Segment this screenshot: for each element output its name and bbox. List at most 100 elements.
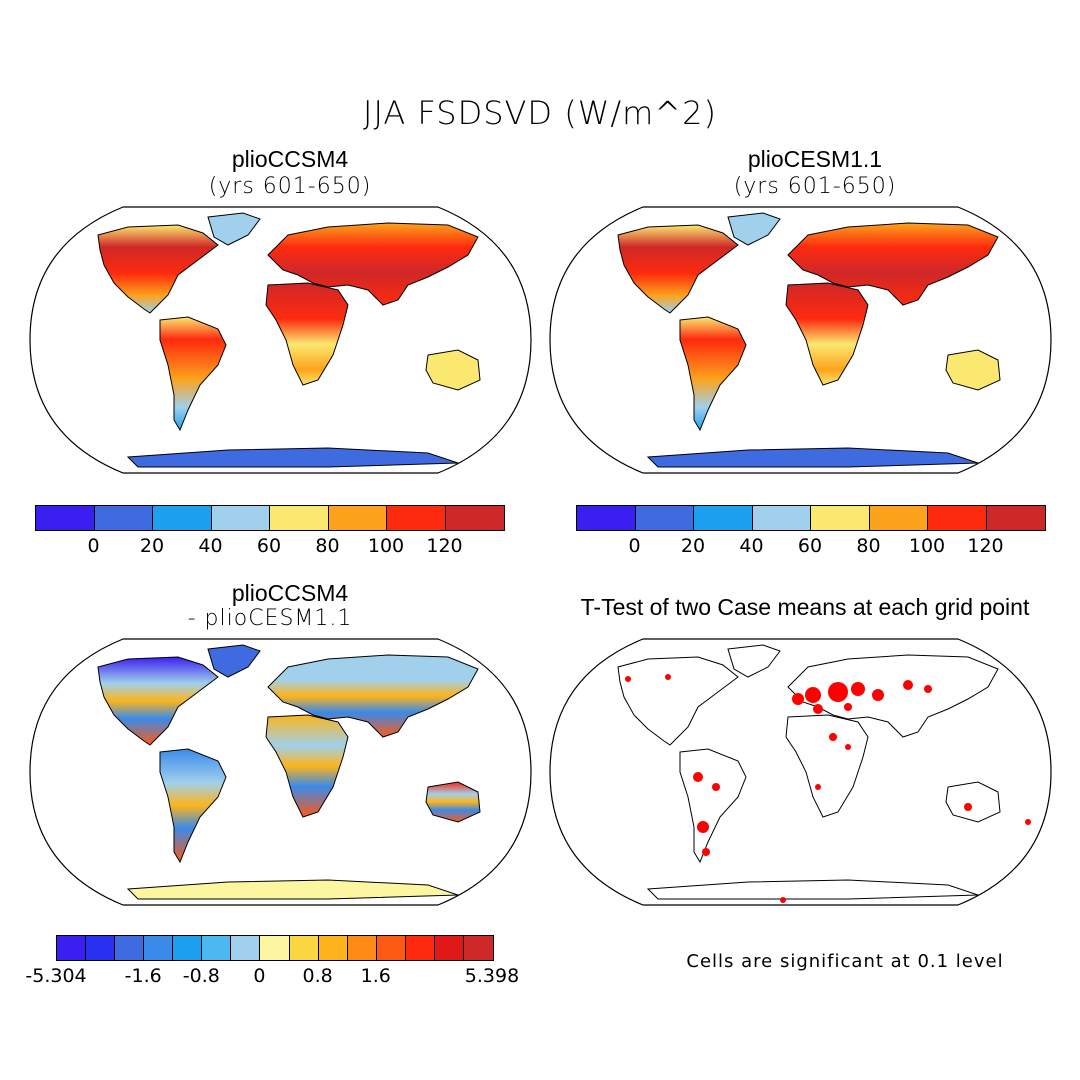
colorbar-swatch [445, 506, 504, 530]
figure-title: JJA FSDSVD (W/m^2) [363, 94, 717, 132]
landmass-greenland [207, 212, 261, 246]
map-frame [29, 206, 532, 474]
colorbar-top-left [35, 505, 505, 531]
colorbar-top-right [576, 505, 1046, 531]
landmass-greenland [727, 644, 781, 678]
colorbar-swatch [202, 936, 232, 960]
colorbar-swatch [231, 936, 261, 960]
landmass-greenland [727, 212, 781, 246]
colorbar-swatch [694, 506, 753, 530]
colorbar-swatch [328, 506, 387, 530]
colorbar-swatch [86, 936, 116, 960]
landmass-australia [425, 349, 481, 391]
landmass-north-america [97, 656, 219, 746]
colorbar-swatch [463, 936, 493, 960]
significant-cell [1025, 819, 1031, 825]
colorbar-tick-label: 20 [139, 535, 165, 557]
colorbar-tick-label: 100 [367, 535, 405, 557]
colorbar-tick-label: 120 [426, 535, 463, 557]
colorbar-bottom-left [56, 935, 494, 961]
colorbar-tick-label: 40 [198, 535, 223, 557]
colorbar-tick-label: -1.6 [124, 965, 162, 987]
colorbar-tick-label: 60 [797, 535, 823, 557]
significant-cell [625, 676, 631, 682]
colorbar-tick-label: 20 [680, 535, 706, 557]
significant-cell [872, 689, 884, 701]
panel-title-top-right: plioCESM1.1 [747, 146, 883, 172]
colorbar-tick-label: 120 [967, 535, 1004, 557]
colorbar-labels-top-left: 0 20 40 60 80 100 120 [35, 535, 503, 559]
landmass-antarctica [646, 447, 979, 468]
panel-title-bottom-right: T-Test of two Case means at each grid po… [580, 594, 1030, 620]
significant-cell [829, 733, 837, 741]
colorbar-tick-label: 0 [253, 965, 266, 987]
significant-cell [828, 682, 848, 702]
significant-cell [813, 704, 823, 714]
landmass-africa [785, 282, 869, 386]
landmass-south-america [679, 316, 747, 432]
significant-cell [845, 744, 851, 750]
colorbar-swatch [94, 506, 153, 530]
colorbar-tick-label: 100 [908, 535, 946, 557]
colorbar-swatch [869, 506, 928, 530]
map-bottom-right [549, 638, 1052, 906]
colorbar-swatch [347, 936, 377, 960]
panel-title-top-left: plioCCSM4 [231, 146, 349, 172]
colorbar-swatch [752, 506, 811, 530]
colorbar-tick-label: 0.8 [302, 965, 333, 987]
map-top-right [549, 206, 1052, 474]
panel-subtitle-top-left: (yrs 601-650) [208, 174, 372, 199]
significant-cell [964, 803, 972, 811]
colorbar-swatch [36, 506, 95, 530]
significance-footnote: Cells are significant at 0.1 level [686, 951, 1004, 972]
significant-cell [780, 897, 786, 903]
landmass-africa [785, 714, 869, 818]
colorbar-tick-label: 5.398 [464, 965, 520, 987]
colorbar-tick-label: 0 [87, 535, 100, 557]
landmass-antarctica [126, 879, 459, 900]
landmass-eurasia [267, 654, 479, 738]
colorbar-swatch [986, 506, 1045, 530]
colorbar-swatch [635, 506, 694, 530]
significant-cell [792, 693, 804, 705]
colorbar-swatch [928, 506, 987, 530]
landmass-africa [265, 282, 349, 386]
map-frame [549, 206, 1052, 474]
landmass-eurasia [787, 654, 999, 738]
map-top-left [29, 206, 532, 474]
landmass-north-america [97, 224, 219, 314]
map-frame [29, 638, 532, 906]
significant-cell [815, 784, 821, 790]
colorbar-labels-bottom-left: -5.304 -1.6 -0.8 0 0.8 1.6 5.398 [25, 965, 519, 989]
colorbar-tick-label: 60 [256, 535, 282, 557]
significant-cell [702, 848, 710, 856]
landmass-antarctica [646, 879, 979, 900]
landmass-eurasia [787, 222, 999, 306]
landmass-namerica [617, 656, 739, 746]
colorbar-swatch [289, 936, 319, 960]
landmass-south-america [159, 748, 227, 864]
colorbar-tick-label: -0.8 [182, 965, 220, 987]
colorbar-tick-label: 0 [628, 535, 641, 557]
colorbar-swatch [434, 936, 464, 960]
significant-cell [903, 680, 913, 690]
colorbar-swatch [577, 506, 636, 530]
significant-cell [712, 783, 720, 791]
significant-cell [805, 687, 821, 703]
significant-cell [924, 685, 932, 693]
landmass-north-america [617, 224, 739, 314]
landmass-australia [945, 349, 1001, 391]
significant-cell [693, 772, 703, 782]
landmass-samerica [679, 748, 747, 864]
colorbar-tick-label: 80 [315, 535, 340, 557]
colorbar-swatch [173, 936, 203, 960]
colorbar-swatch [144, 936, 174, 960]
colorbar-swatch [270, 506, 329, 530]
colorbar-tick-label: 40 [739, 535, 764, 557]
significant-cell [844, 703, 852, 711]
panel-title-bottom-left: plioCCSM4 [231, 580, 349, 606]
colorbar-swatch [260, 936, 290, 960]
colorbar-swatch [387, 506, 446, 530]
landmass-antarctica [126, 447, 459, 468]
colorbar-labels-top-right: 0 20 40 60 80 100 120 [576, 535, 1044, 559]
